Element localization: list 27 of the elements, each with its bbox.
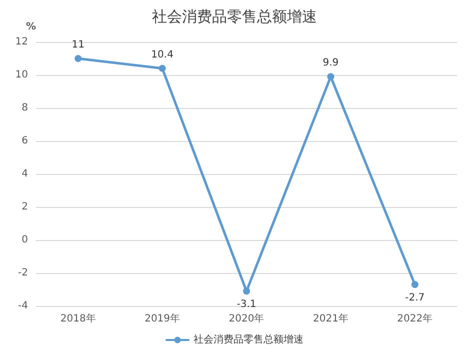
y-tick-label: 4 bbox=[22, 168, 28, 180]
y-tick-label: 12 bbox=[15, 36, 28, 48]
y-tick-label: 6 bbox=[22, 136, 28, 146]
y-tick-label: -4 bbox=[18, 300, 28, 312]
data-label: -2.7 bbox=[405, 292, 425, 304]
point bbox=[74, 55, 82, 62]
point bbox=[243, 288, 250, 295]
chart-title: 社会消费品零售总额增速 bbox=[152, 8, 317, 26]
data-label: 11 bbox=[72, 40, 84, 50]
y-tick-label: -2 bbox=[18, 268, 28, 278]
point bbox=[327, 73, 334, 80]
x-tick-label: 2022年 bbox=[397, 312, 433, 324]
point bbox=[158, 64, 166, 72]
y-tick-label: 0 bbox=[22, 234, 28, 246]
legend-label: 社会消费品零售总额增速 bbox=[194, 334, 304, 346]
data-label: 9.9 bbox=[322, 58, 339, 69]
y-tick-label: 10 bbox=[15, 70, 28, 80]
x-tick-label: 2020年 bbox=[228, 312, 264, 324]
x-tick-label: 2018年 bbox=[60, 312, 96, 324]
point bbox=[411, 281, 418, 288]
y-tick-label: 2 bbox=[22, 202, 28, 212]
data-label: -3.1 bbox=[236, 299, 256, 310]
y-axis-title: % bbox=[26, 22, 36, 32]
x-tick-label: 2019年 bbox=[144, 312, 180, 324]
y-tick-label: 8 bbox=[22, 102, 28, 114]
data-label: 10.4 bbox=[151, 49, 174, 60]
x-tick-label: 2021年 bbox=[312, 312, 348, 324]
